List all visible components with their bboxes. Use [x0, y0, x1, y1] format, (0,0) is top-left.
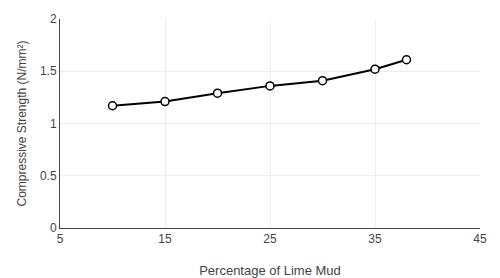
- svg-text:15: 15: [158, 232, 172, 246]
- svg-text:0.5: 0.5: [40, 169, 57, 183]
- svg-text:Compressive Strength (N/mm²): Compressive Strength (N/mm²): [15, 40, 29, 206]
- svg-text:5: 5: [57, 232, 64, 246]
- svg-text:45: 45: [473, 232, 487, 246]
- svg-text:1.5: 1.5: [40, 64, 57, 78]
- svg-text:2: 2: [50, 12, 57, 26]
- svg-text:35: 35: [368, 232, 382, 246]
- svg-text:1: 1: [50, 117, 57, 131]
- svg-text:0: 0: [50, 221, 57, 235]
- svg-text:Percentage of Lime Mud: Percentage of Lime Mud: [199, 263, 341, 278]
- svg-text:25: 25: [263, 232, 277, 246]
